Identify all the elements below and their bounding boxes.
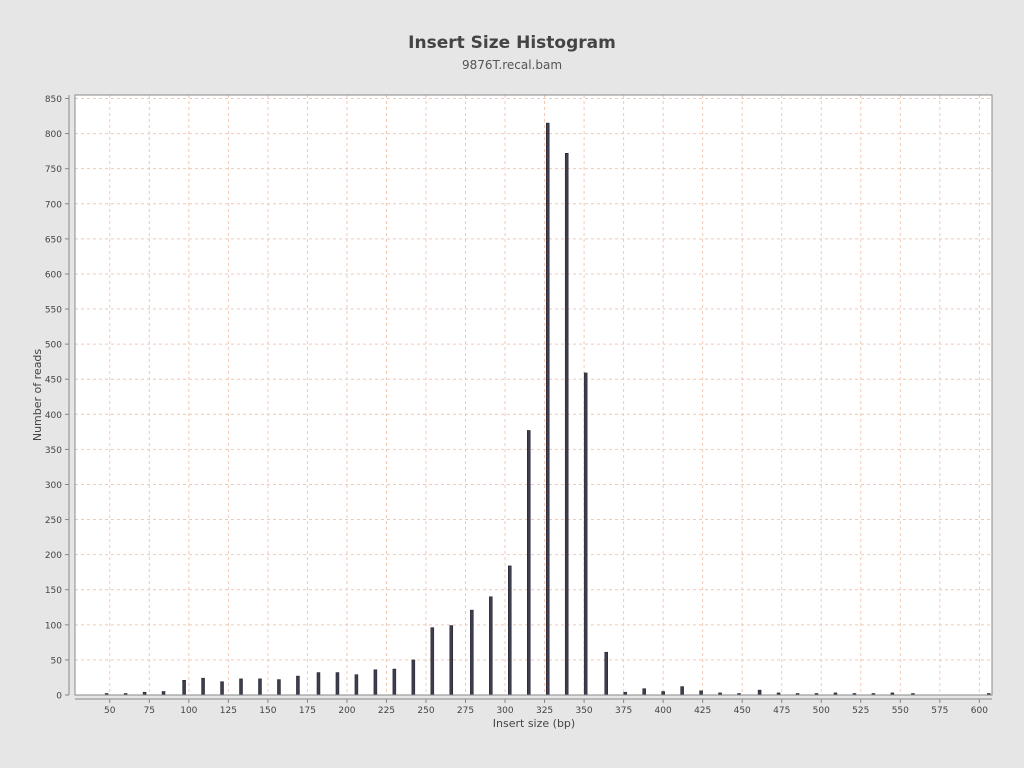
bar-400 (661, 691, 665, 696)
grid-lines (75, 95, 992, 696)
y-tick-label-12: 600 (45, 270, 62, 280)
bar-266 (449, 625, 454, 696)
axes (65, 95, 992, 703)
x-tick-label-19: 525 (852, 706, 869, 716)
chart-subtitle: 9876T.recal.bam (462, 58, 562, 72)
bar-97 (182, 680, 186, 696)
bar-388 (642, 688, 646, 696)
bar-194 (335, 672, 340, 696)
bar-230 (392, 668, 397, 696)
bar-339 (564, 152, 569, 696)
bar-169 (296, 675, 300, 696)
x-tick-label-13: 375 (615, 706, 632, 716)
y-tick-label-10: 500 (45, 341, 62, 351)
bar-327 (545, 122, 550, 696)
y-tick-label-7: 350 (45, 446, 62, 456)
x-tick-label-10: 300 (496, 706, 513, 716)
x-tick-label-21: 575 (931, 706, 948, 716)
bar-242 (411, 659, 416, 696)
x-axis-label: Insert size (bp) (493, 717, 575, 730)
y-tick-label-13: 650 (45, 235, 62, 245)
y-tick-label-0: 0 (56, 692, 62, 702)
x-tick-labels: 50 75 100 125 150 175 200 225 250 275 300 325 350 375… (104, 706, 988, 716)
x-tick-label-12: 350 (575, 706, 592, 716)
plot-area (75, 95, 992, 695)
bar-364 (604, 651, 608, 696)
x-tick-label-1: 75 (144, 706, 155, 716)
chart-title: Insert Size Histogram (408, 33, 616, 53)
bar-206 (354, 674, 359, 696)
bar-461 (757, 689, 762, 696)
y-tick-label-6: 300 (45, 481, 62, 491)
bar-84 (161, 691, 166, 696)
y-tick-label-2: 100 (45, 621, 62, 631)
y-tick-label-17: 850 (45, 95, 62, 105)
x-tick-label-20: 550 (892, 706, 909, 716)
bar-351 (583, 372, 588, 696)
y-tick-label-11: 550 (45, 306, 62, 316)
x-tick-label-16: 450 (734, 706, 751, 716)
bar-133 (239, 678, 243, 696)
x-tick-label-0: 50 (104, 706, 116, 716)
bar-315 (527, 430, 531, 696)
bars (104, 122, 991, 696)
y-tick-label-4: 200 (45, 551, 62, 561)
x-tick-label-3: 125 (220, 706, 237, 716)
bar-121 (220, 681, 224, 696)
x-tick-label-22: 600 (971, 706, 988, 716)
plot-border (74, 94, 993, 696)
x-tick-label-14: 400 (655, 706, 672, 716)
x-tick-label-5: 175 (299, 706, 316, 716)
x-tick-label-6: 200 (338, 706, 355, 716)
x-tick-label-7: 225 (378, 706, 395, 716)
y-tick-labels: 0 50 100 150 200 250 300 350 400 450 500 550 600 650 7… (45, 95, 62, 701)
x-tick-label-11: 325 (536, 706, 553, 716)
x-tick-label-4: 150 (259, 706, 276, 716)
x-tick-label-2: 100 (180, 706, 197, 716)
x-tick-label-18: 500 (813, 706, 830, 716)
y-tick-label-14: 700 (45, 200, 62, 210)
x-tick-label-9: 275 (457, 706, 474, 716)
bar-424 (699, 690, 703, 696)
bar-109 (201, 677, 205, 696)
bar-412 (680, 686, 684, 696)
x-tick-label-8: 250 (417, 706, 434, 716)
y-tick-label-5: 250 (45, 516, 62, 526)
y-tick-label-15: 750 (45, 165, 62, 175)
y-tick-label-8: 400 (45, 411, 62, 421)
y-tick-label-9: 450 (45, 376, 62, 386)
bar-291 (489, 596, 493, 696)
y-tick-label-16: 800 (45, 130, 62, 140)
x-tick-label-17: 475 (773, 706, 790, 716)
y-tick-label-1: 50 (51, 656, 63, 666)
bar-145 (258, 678, 262, 696)
bar-303 (508, 565, 512, 696)
y-tick-label-3: 150 (45, 586, 62, 596)
bar-279 (470, 609, 474, 696)
bar-254 (430, 627, 435, 696)
bar-218 (373, 669, 378, 696)
x-tick-label-15: 425 (694, 706, 711, 716)
bar-182 (316, 672, 321, 696)
y-axis-label: Number of reads (31, 349, 44, 442)
bar-157 (277, 679, 281, 696)
